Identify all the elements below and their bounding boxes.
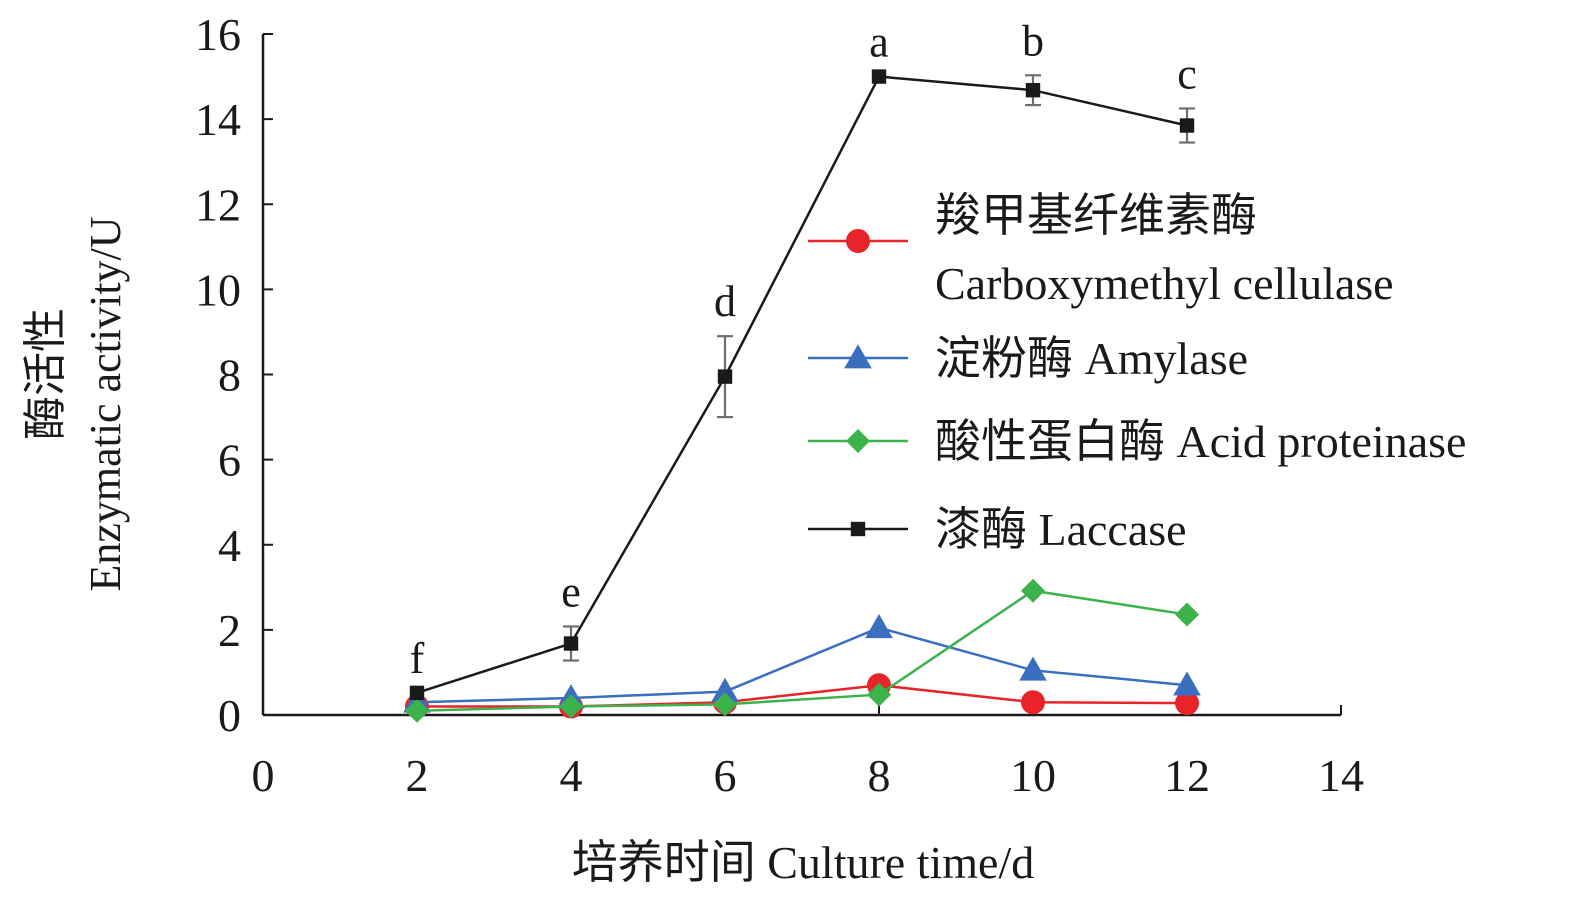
y-tick-label: 8 <box>218 350 241 401</box>
square-marker <box>1025 82 1041 98</box>
significance-label: c <box>1177 49 1197 98</box>
y-axis-label-en: Enzymatic activity/U <box>81 216 130 591</box>
axes: 0 2 4 6 8 10 12 14 0 2 4 6 8 10 12 14 16 <box>195 9 1364 801</box>
square-marker <box>1179 118 1195 133</box>
diamond-marker <box>867 682 891 707</box>
diamond-marker <box>405 698 429 723</box>
significance-label: a <box>869 18 889 67</box>
diamond-marker <box>1175 602 1199 627</box>
x-tick-label: 4 <box>560 750 583 801</box>
significance-label: e <box>561 567 581 616</box>
series-line <box>416 626 1188 704</box>
square-marker <box>717 369 733 384</box>
y-tick-label: 10 <box>195 264 241 315</box>
triangle-marker <box>865 613 893 639</box>
diamond-marker <box>713 692 737 717</box>
y-tick-label: 0 <box>218 690 241 741</box>
diamond-marker <box>559 694 583 719</box>
circle-marker <box>1021 690 1045 715</box>
y-axis-label-cn: 酶活性 <box>21 308 70 440</box>
x-tick-label: 6 <box>714 750 737 801</box>
x-tick-label: 2 <box>406 750 429 801</box>
legend-item: 酸性蛋白酶 Acid proteinase <box>808 416 1466 467</box>
diamond-marker <box>1021 578 1045 603</box>
series-line <box>417 683 1188 708</box>
legend-label: 漆酶 Laccase <box>935 504 1187 555</box>
legend-label: 酸性蛋白酶 Acid proteinase <box>935 416 1466 467</box>
legend: 羧甲基纤维素酶 Carboxymethyl cellulase 淀粉酶 Amylas… <box>808 190 1466 555</box>
x-tick-label: 14 <box>1318 750 1364 801</box>
y-tick-label: 4 <box>218 520 241 571</box>
series-line <box>416 589 1188 712</box>
square-marker <box>850 521 866 537</box>
x-tick-label: 0 <box>252 750 275 801</box>
series-triangle <box>403 613 1201 713</box>
circle-marker <box>1175 691 1199 716</box>
series-line <box>416 75 1188 695</box>
x-tick-label: 10 <box>1010 750 1056 801</box>
y-axis-label-group: Enzymatic activity/U 酶活性 <box>21 216 130 591</box>
triangle-marker <box>844 344 872 369</box>
legend-item: 羧甲基纤维素酶 Carboxymethyl cellulase <box>808 190 1394 309</box>
x-axis-label: 培养时间 Culture time/d <box>572 837 1035 888</box>
x-tick-label: 8 <box>868 750 891 801</box>
triangle-marker <box>1019 656 1047 681</box>
legend-item: 漆酶 Laccase <box>808 504 1187 555</box>
square-marker <box>871 69 887 84</box>
y-tick-label: 16 <box>195 9 241 60</box>
y-tick-label: 12 <box>195 179 241 230</box>
series-square: f e d a b c <box>409 16 1197 701</box>
series-diamond <box>405 578 1199 723</box>
significance-label: d <box>714 277 736 326</box>
legend-label: 淀粉酶 Amylase <box>935 333 1248 384</box>
diamond-marker <box>846 429 870 453</box>
circle-marker <box>846 229 870 253</box>
legend-item: 淀粉酶 Amylase <box>808 333 1248 384</box>
legend-label-cn: 羧甲基纤维素酶 <box>935 190 1257 241</box>
y-tick-label: 2 <box>218 605 241 656</box>
y-tick-label: 14 <box>195 94 241 145</box>
triangle-marker <box>711 677 739 702</box>
triangle-marker <box>1173 671 1201 696</box>
significance-label: f <box>410 634 425 683</box>
legend-label-en: Carboxymethyl cellulase <box>935 258 1394 309</box>
y-tick-label: 6 <box>218 435 241 486</box>
series-layer: f e d a b c <box>403 16 1201 723</box>
series-circle <box>405 673 1199 719</box>
x-tick-label: 12 <box>1164 750 1210 801</box>
square-marker <box>563 636 579 651</box>
significance-label: b <box>1022 16 1044 65</box>
square-marker <box>409 685 425 701</box>
